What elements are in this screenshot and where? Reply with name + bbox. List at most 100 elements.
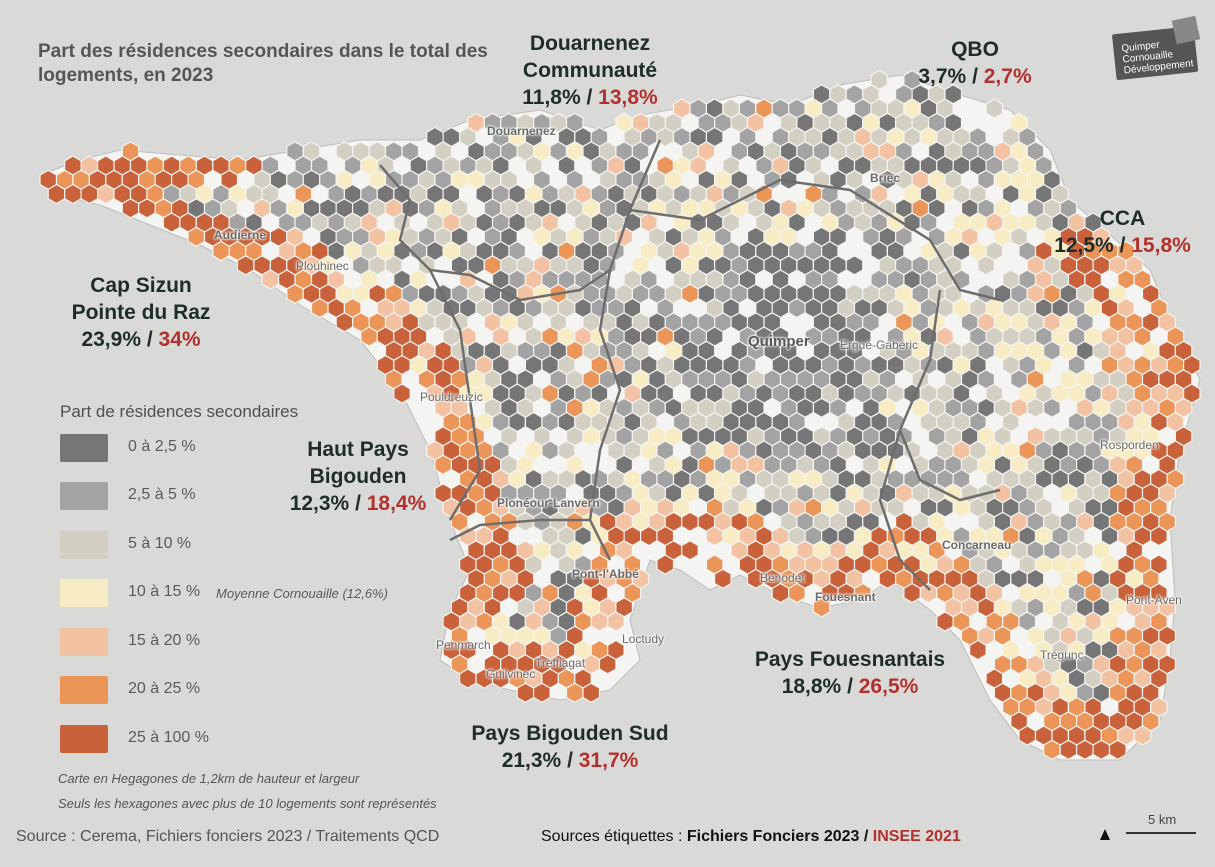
hexagon-cell (138, 198, 156, 219)
zone-value-ff: 12,3% (289, 492, 350, 515)
hexagon-cell (977, 255, 996, 276)
zone-name: QBO (951, 38, 999, 61)
zone-value-insee: 18,4% (366, 492, 427, 515)
legend-label: 2,5 à 5 % (128, 486, 196, 503)
hexagon-cell (779, 169, 798, 190)
zone-value-insee: 31,7% (578, 749, 639, 772)
legend-swatch (60, 676, 108, 704)
zone-value-ff: 11,8% (522, 86, 581, 109)
epci-boundary-line (588, 519, 612, 561)
legend-label: 5 à 10 % (128, 535, 192, 552)
hexagon-cell (310, 297, 329, 319)
zone-name: Cap Sizun Pointe du Raz (71, 274, 211, 324)
zone-name: Pays Fouesnantais (754, 648, 946, 671)
hexagon-cell (96, 183, 115, 205)
map-title: Part des résidences secondaires dans le … (38, 41, 488, 86)
zone-value-insee: 2,7% (983, 65, 1032, 88)
zone-value-insee: 34% (158, 328, 201, 351)
town-label: Rosporden (1100, 438, 1159, 452)
zone-value-insee: 26,5% (858, 675, 919, 698)
hexagon-cell (1018, 725, 1037, 746)
epci-boundary-line (449, 518, 590, 542)
label-sources: Sources étiquettes : Fichiers Fonciers 2… (541, 828, 961, 846)
hexagon-cell (286, 283, 304, 304)
legend-swatch (60, 434, 108, 462)
town-label: Pont-Aven (1126, 593, 1182, 607)
hexagon-cell (80, 183, 99, 205)
zone-value-ff: 23,9% (81, 328, 141, 351)
zone-label-douarnenez: Douarnenez Communauté 11,8% / 13,8% (470, 30, 710, 111)
epci-boundary-line (588, 269, 622, 521)
hexagon-cell (459, 668, 477, 689)
hexagon-cell (812, 397, 831, 418)
hexagon-cell (639, 525, 658, 547)
town-label: Plonéour-Lanvern (497, 496, 600, 510)
label-sources-ff: Fichiers Fonciers 2023 (686, 828, 860, 845)
hexagon-cell (541, 440, 559, 461)
legend-label: 25 à 100 % (128, 729, 209, 746)
legend-swatch (60, 579, 108, 607)
zone-value-insee: 15,8% (1131, 234, 1191, 257)
legend-label: 20 à 25 % (128, 680, 201, 697)
hexagon-cell (582, 682, 601, 703)
hexagon-cell (1092, 739, 1111, 760)
town-label: Plouhinec (296, 259, 349, 273)
zone-value-ff: 18,8% (781, 675, 842, 698)
hexagon-cell (788, 297, 806, 319)
zone-label-pays-bigouden-sud: Pays Bigouden Sud 21,3% / 31,7% (455, 720, 685, 774)
hexagon-cell (845, 255, 864, 276)
average-note: Moyenne Cornouaille (12,6%) (216, 586, 388, 601)
threshold-note: Seuls les hexagones avec plus de 10 loge… (58, 796, 437, 811)
hexagon-cell (162, 212, 181, 233)
zone-value-ff: 3,7% (918, 65, 967, 88)
hexagon-note: Carte en Hegagones de 1,2km de hauteur e… (58, 771, 360, 786)
epci-boundary-line (898, 289, 1001, 502)
town-label: Quimper (748, 333, 810, 350)
hexagon-cell (878, 568, 897, 589)
logo-text-1: Quimper (1121, 40, 1161, 55)
town-label: Bénodet (760, 571, 805, 585)
hexagon-cell (121, 198, 140, 219)
label-sources-insee: INSEE 2021 (872, 828, 961, 845)
hexagon-cell (64, 183, 82, 205)
hexagon-cell (1150, 525, 1168, 547)
town-label: Loctudy (622, 632, 665, 646)
hexagon-cell (713, 568, 732, 589)
town-label: Pont-l'Abbé (572, 567, 639, 581)
scale-bar: 5 km (1126, 812, 1198, 836)
legend-swatch (60, 531, 108, 559)
hexagon-cell (360, 326, 378, 347)
scale-label: 5 km (1148, 812, 1177, 827)
zone-name: CCA (1099, 207, 1146, 230)
town-label: Concarneau (942, 538, 1012, 552)
hexagon-cell (936, 611, 954, 632)
zone-name: Pays Bigouden Sud (471, 722, 669, 745)
zone-label-cca: CCA 12,5% / 15,8% (1040, 205, 1205, 259)
hexagon-cell (187, 226, 206, 247)
hexagon-cell (788, 582, 806, 604)
legend-label: 15 à 20 % (128, 632, 201, 649)
hexagon-cell (261, 269, 280, 290)
hexagon-cell (212, 240, 230, 262)
zone-value-insee: 13,8% (598, 86, 658, 109)
hexagon-cell (919, 582, 938, 604)
zone-label-pays-fouesnantais: Pays Fouesnantais 18,8% / 26,5% (735, 646, 965, 700)
hexagon-cell (607, 611, 625, 632)
town-label: Penmarch (436, 638, 491, 652)
town-label: Trégunc (1040, 648, 1084, 662)
label-sources-prefix: Sources étiquettes : (541, 828, 683, 845)
hexagon-cell (985, 98, 1004, 119)
label-sources-sep: / (863, 828, 869, 845)
zone-name: Haut Pays Bigouden (307, 438, 409, 488)
hexagon-cell (1075, 739, 1094, 760)
hexagon-cell (590, 611, 609, 632)
hexagon-cell (1108, 739, 1127, 760)
zone-label-cap-sizun: Cap Sizun Pointe du Raz 23,9% / 34% (58, 272, 224, 353)
hexagon-cell (47, 183, 66, 205)
hexagon-cell (1133, 725, 1152, 746)
hexagon-cell (1043, 397, 1061, 418)
town-label: Ergué-Gabéric (840, 338, 919, 352)
town-label: Audierne (214, 228, 267, 242)
zone-value-ff: 21,3% (501, 749, 562, 772)
